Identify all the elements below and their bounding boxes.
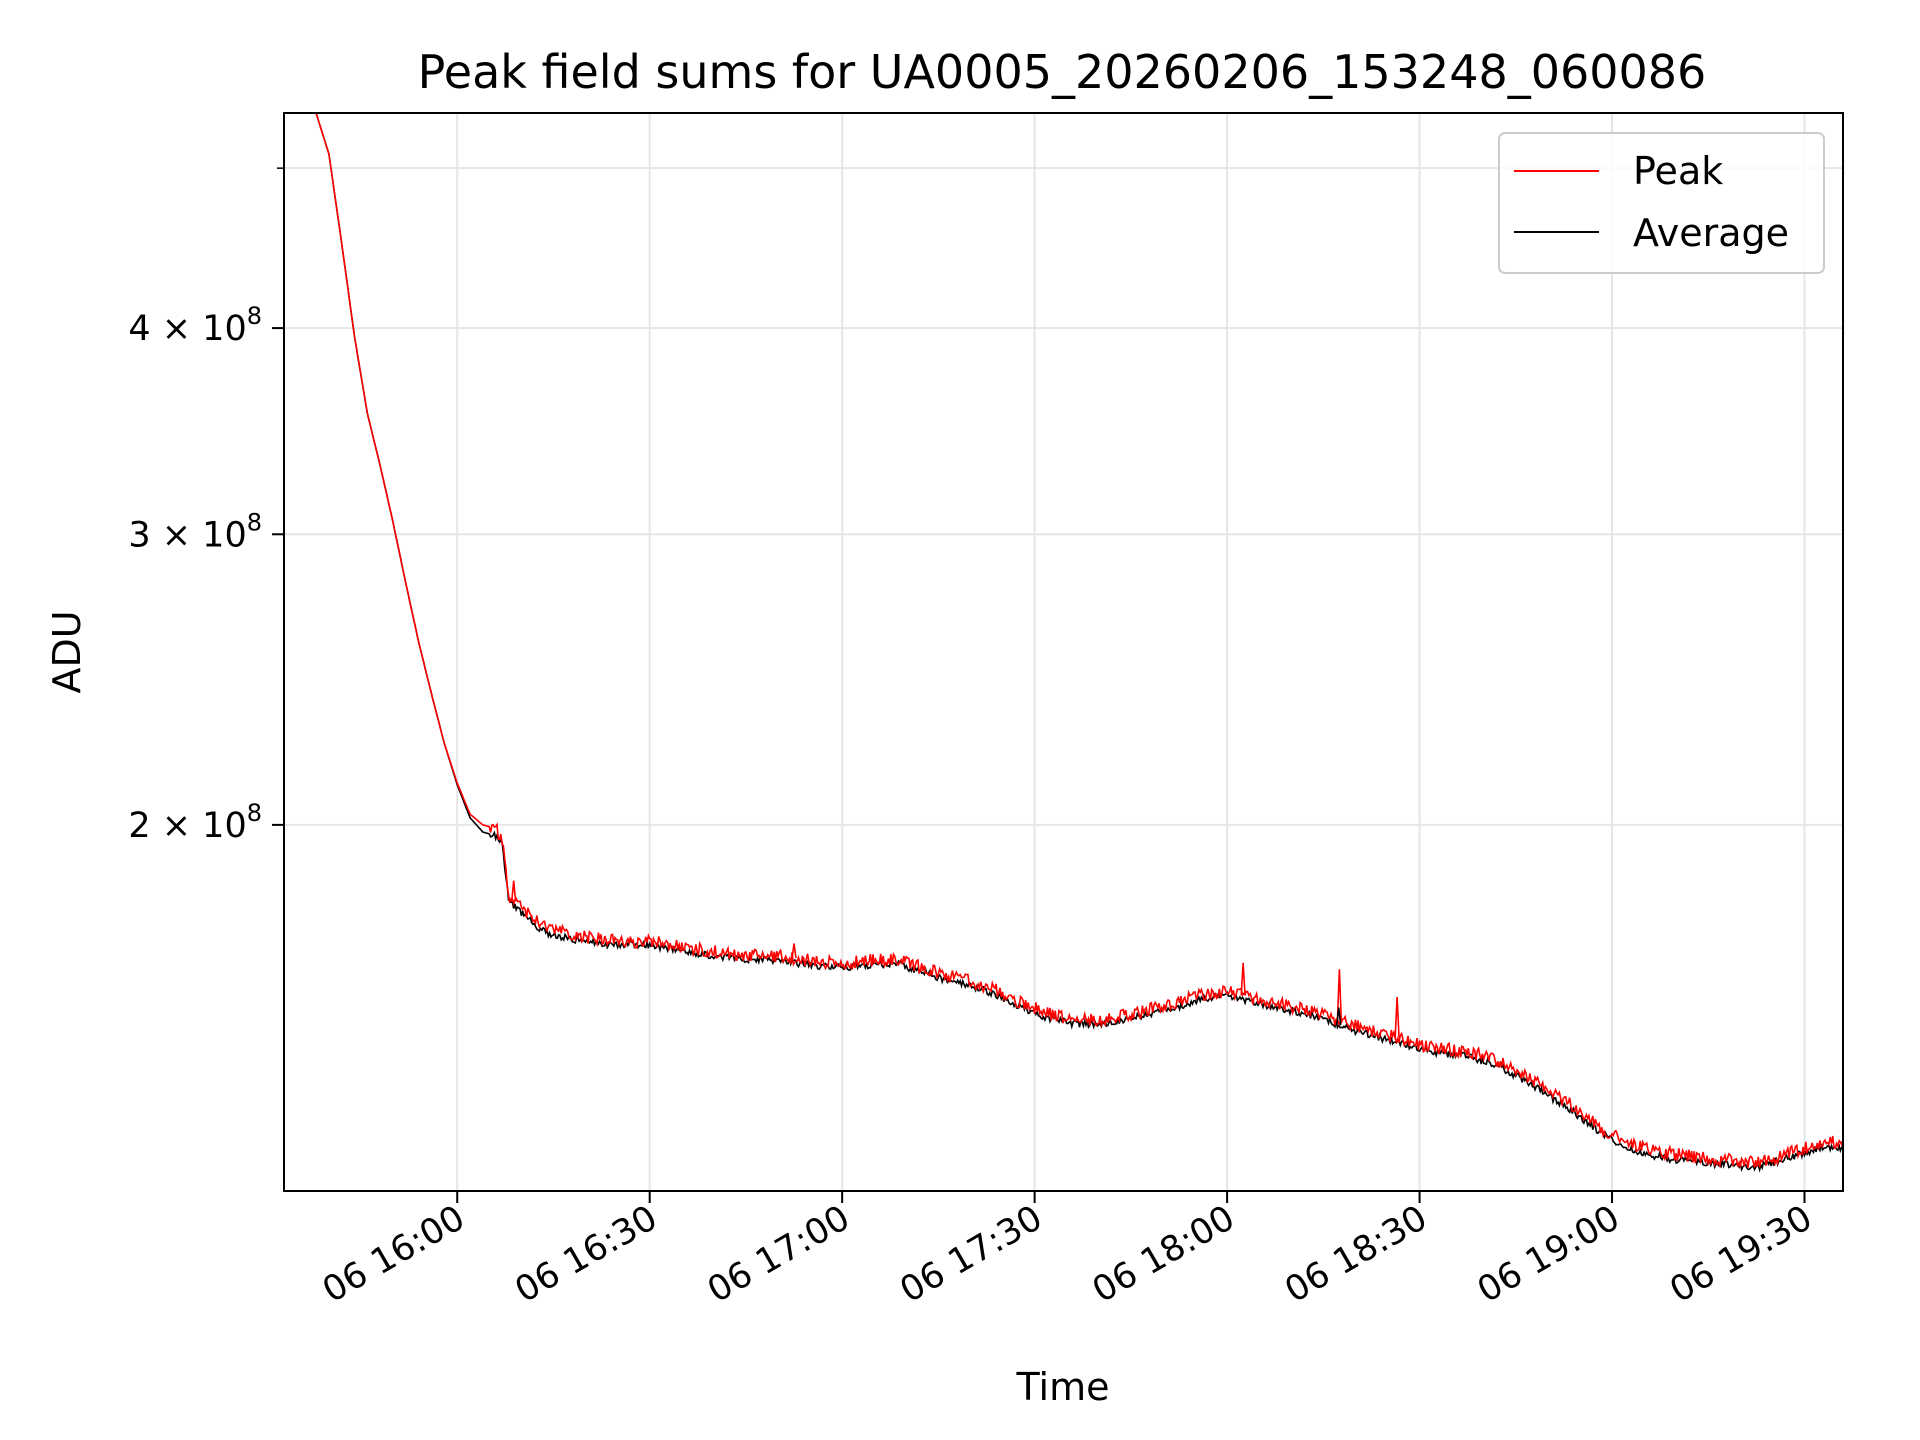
legend-box bbox=[1498, 132, 1825, 274]
legend-label-average: Average bbox=[1633, 211, 1789, 255]
chart-title: Peak field sums for UA0005_20260206_1532… bbox=[418, 45, 1707, 99]
legend: Peak Average bbox=[1498, 132, 1825, 274]
series-spike-average bbox=[1336, 1007, 1342, 1026]
series-layer bbox=[284, 113, 1843, 1173]
y-tick-label: 3 × 108 bbox=[128, 508, 262, 555]
plot-frame bbox=[283, 112, 1844, 1192]
series-spike-peak bbox=[1394, 996, 1400, 1038]
y-axis: 2 × 108 3 × 108 4 × 108 bbox=[128, 167, 284, 846]
series-spike-peak bbox=[510, 880, 517, 902]
series-line-average bbox=[284, 113, 1843, 1173]
series-line-peak bbox=[284, 113, 1843, 1169]
series-spike-peak bbox=[1336, 969, 1343, 1021]
y-tick-label: 2 × 108 bbox=[128, 799, 262, 846]
gridlines bbox=[284, 113, 1843, 1191]
plot-background bbox=[284, 113, 1843, 1191]
y-tick-label: 4 × 108 bbox=[128, 302, 262, 349]
legend-label-peak: Peak bbox=[1633, 149, 1723, 193]
plot-area bbox=[283, 112, 1844, 1192]
y-axis-label: ADU bbox=[45, 610, 89, 693]
series-spike-peak bbox=[791, 943, 797, 959]
series-spike-peak bbox=[1240, 962, 1246, 996]
x-axis-label: Time bbox=[1016, 1365, 1110, 1409]
